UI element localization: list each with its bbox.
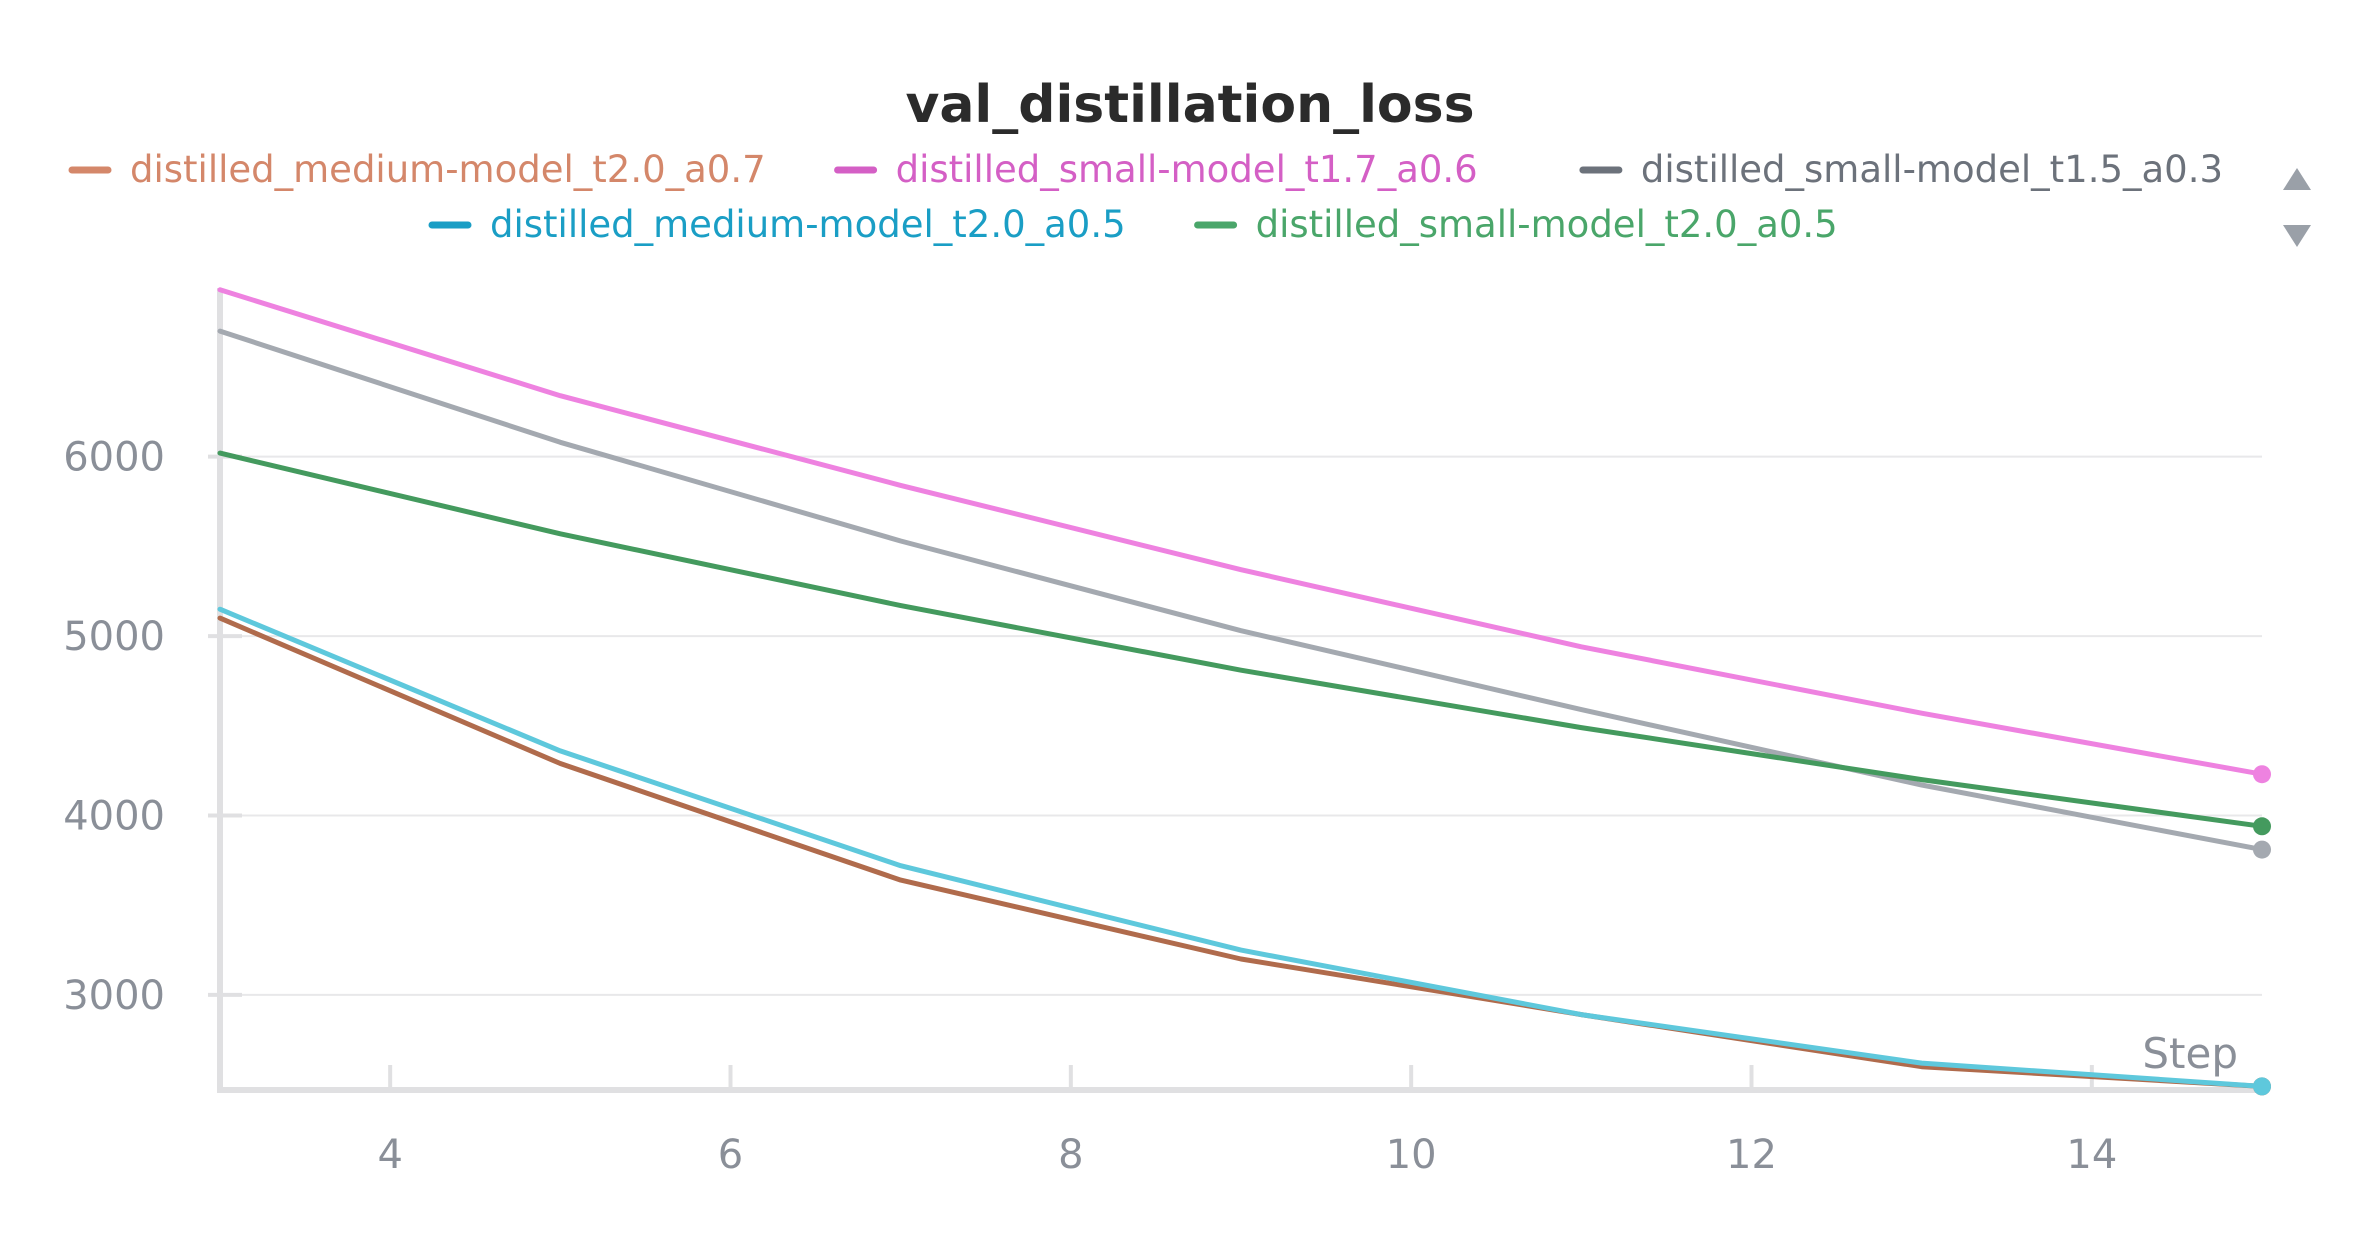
legend-label: distilled_medium-model_t2.0_a0.5 (490, 203, 1126, 246)
chart-title: val_distillation_loss (905, 75, 1474, 135)
legend-label: distilled_small-model_t1.7_a0.6 (896, 148, 1478, 191)
legend: distilled_medium-model_t2.0_a0.7 distille… (68, 148, 2223, 246)
series-endpoint-2[interactable] (2253, 840, 2271, 859)
series-endpoint-1[interactable] (2253, 765, 2271, 784)
y-tick-label: 5000 (63, 614, 165, 660)
y-tick-label: 4000 (63, 793, 165, 839)
x-tick-label: 14 (2066, 1132, 2117, 1178)
legend-label: distilled_small-model_t1.5_a0.3 (1641, 148, 2223, 191)
legend-item[interactable]: distilled_medium-model_t2.0_a0.7 (68, 148, 766, 191)
axes: 3000 4000 5000 6000 4 6 8 10 12 14 (63, 288, 2262, 1178)
legend-label: distilled_medium-model_t2.0_a0.7 (130, 148, 766, 191)
triangle-down-icon[interactable] (2283, 225, 2311, 247)
series-line-2[interactable] (217, 328, 2265, 853)
series-line-4[interactable] (217, 450, 2265, 829)
series-group (217, 287, 2271, 1096)
x-tick-label: 8 (1058, 1132, 1083, 1178)
y-tick-label: 3000 (63, 973, 165, 1019)
series-line-3[interactable] (217, 606, 2265, 1089)
series-line-1[interactable] (217, 287, 2265, 777)
legend-item[interactable]: distilled_small-model_t1.7_a0.6 (834, 148, 1478, 191)
triangle-up-icon[interactable] (2283, 168, 2311, 190)
legend-label: distilled_small-model_t2.0_a0.5 (1256, 203, 1838, 246)
series-line-0[interactable] (217, 615, 2265, 1089)
grid (220, 455, 2262, 996)
legend-item[interactable]: distilled_small-model_t2.0_a0.5 (1194, 203, 1838, 246)
series-endpoint-3[interactable] (2253, 1077, 2271, 1096)
legend-item[interactable]: distilled_medium-model_t2.0_a0.5 (428, 203, 1126, 246)
x-tick-label: 10 (1386, 1132, 1437, 1178)
legend-scroll (2283, 168, 2311, 247)
x-axis-title: Step (2142, 1029, 2238, 1078)
y-tick-label: 6000 (63, 435, 165, 481)
legend-item[interactable]: distilled_small-model_t1.5_a0.3 (1579, 148, 2223, 191)
series-endpoint-4[interactable] (2253, 817, 2271, 836)
x-tick-label: 6 (718, 1132, 743, 1178)
x-tick-label: 12 (1726, 1132, 1777, 1178)
x-tick-label: 4 (377, 1132, 402, 1178)
